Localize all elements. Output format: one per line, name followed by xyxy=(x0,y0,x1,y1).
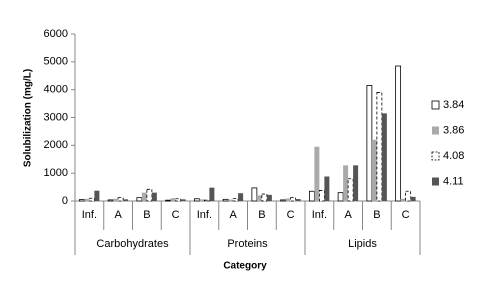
bar xyxy=(78,199,85,202)
x-tick-label: C xyxy=(287,209,295,221)
bar xyxy=(88,197,95,202)
group-label: Proteins xyxy=(227,238,268,250)
bar xyxy=(308,190,315,202)
bar xyxy=(376,92,383,202)
bar xyxy=(318,190,325,202)
bar xyxy=(151,192,157,201)
bar xyxy=(123,199,129,201)
bar xyxy=(228,199,234,201)
bar xyxy=(290,197,297,202)
bar xyxy=(337,192,344,202)
x-tick-label: A xyxy=(114,209,122,221)
legend-swatch xyxy=(432,126,439,135)
group-label: Carbohydrates xyxy=(96,238,169,250)
bar xyxy=(238,193,244,201)
bar xyxy=(232,198,239,202)
bar xyxy=(203,199,210,202)
y-tick-label: 5000 xyxy=(44,56,68,68)
x-tick-label: A xyxy=(229,209,237,221)
bar xyxy=(261,193,268,202)
x-tick-label: B xyxy=(373,209,380,221)
y-axis-label: Solubilization (mg/L) xyxy=(23,69,34,167)
bar xyxy=(165,199,172,202)
x-tick-label: Inf. xyxy=(82,209,97,221)
bar xyxy=(343,165,349,201)
y-tick-label: 2000 xyxy=(44,139,68,151)
y-tick-label: 1000 xyxy=(44,167,68,179)
x-tick-label: C xyxy=(172,209,180,221)
bar xyxy=(256,195,262,201)
bar xyxy=(410,196,416,201)
bar xyxy=(193,198,200,202)
legend-label: 4.11 xyxy=(443,175,464,187)
bar xyxy=(347,178,354,202)
legend-label: 3.86 xyxy=(443,124,464,136)
bar xyxy=(285,198,291,201)
bar xyxy=(266,194,272,201)
bar xyxy=(107,199,114,202)
bar xyxy=(400,198,406,201)
bar xyxy=(113,198,119,201)
bar xyxy=(280,199,287,202)
x-tick-label: A xyxy=(344,209,352,221)
legend-label: 4.08 xyxy=(443,150,464,162)
legend-swatch xyxy=(431,151,440,161)
group-label: Lipids xyxy=(348,238,377,250)
bar xyxy=(84,198,90,201)
x-tick-label: Inf. xyxy=(312,209,327,221)
bar xyxy=(353,165,359,201)
bar xyxy=(141,192,147,201)
y-tick-label: 6000 xyxy=(44,28,68,40)
bar xyxy=(117,197,124,202)
bar xyxy=(199,199,205,201)
bar xyxy=(295,199,301,201)
bar xyxy=(136,197,143,202)
x-tick-label: B xyxy=(258,209,265,221)
x-tick-label: Inf. xyxy=(197,209,212,221)
x-tick-label: B xyxy=(143,209,150,221)
y-tick-label: 4000 xyxy=(44,84,68,96)
bar xyxy=(251,187,258,202)
bar xyxy=(395,65,402,202)
bar xyxy=(94,190,100,201)
bar xyxy=(314,146,320,201)
bar xyxy=(146,188,153,202)
bar xyxy=(324,176,330,201)
x-axis-label: Category xyxy=(223,261,267,272)
legend-swatch xyxy=(432,177,439,186)
legend-swatch xyxy=(431,100,440,110)
bar xyxy=(209,187,215,201)
bar xyxy=(170,198,176,201)
bar xyxy=(405,190,412,202)
y-tick-label: 0 xyxy=(62,195,68,207)
bar xyxy=(366,85,373,202)
bar xyxy=(180,199,186,201)
bar xyxy=(381,113,387,201)
legend-label: 3.84 xyxy=(443,99,464,111)
bar xyxy=(175,198,182,202)
bar xyxy=(371,139,377,201)
y-tick-label: 3000 xyxy=(44,111,68,123)
bar xyxy=(222,198,229,202)
x-tick-label: C xyxy=(402,209,410,221)
